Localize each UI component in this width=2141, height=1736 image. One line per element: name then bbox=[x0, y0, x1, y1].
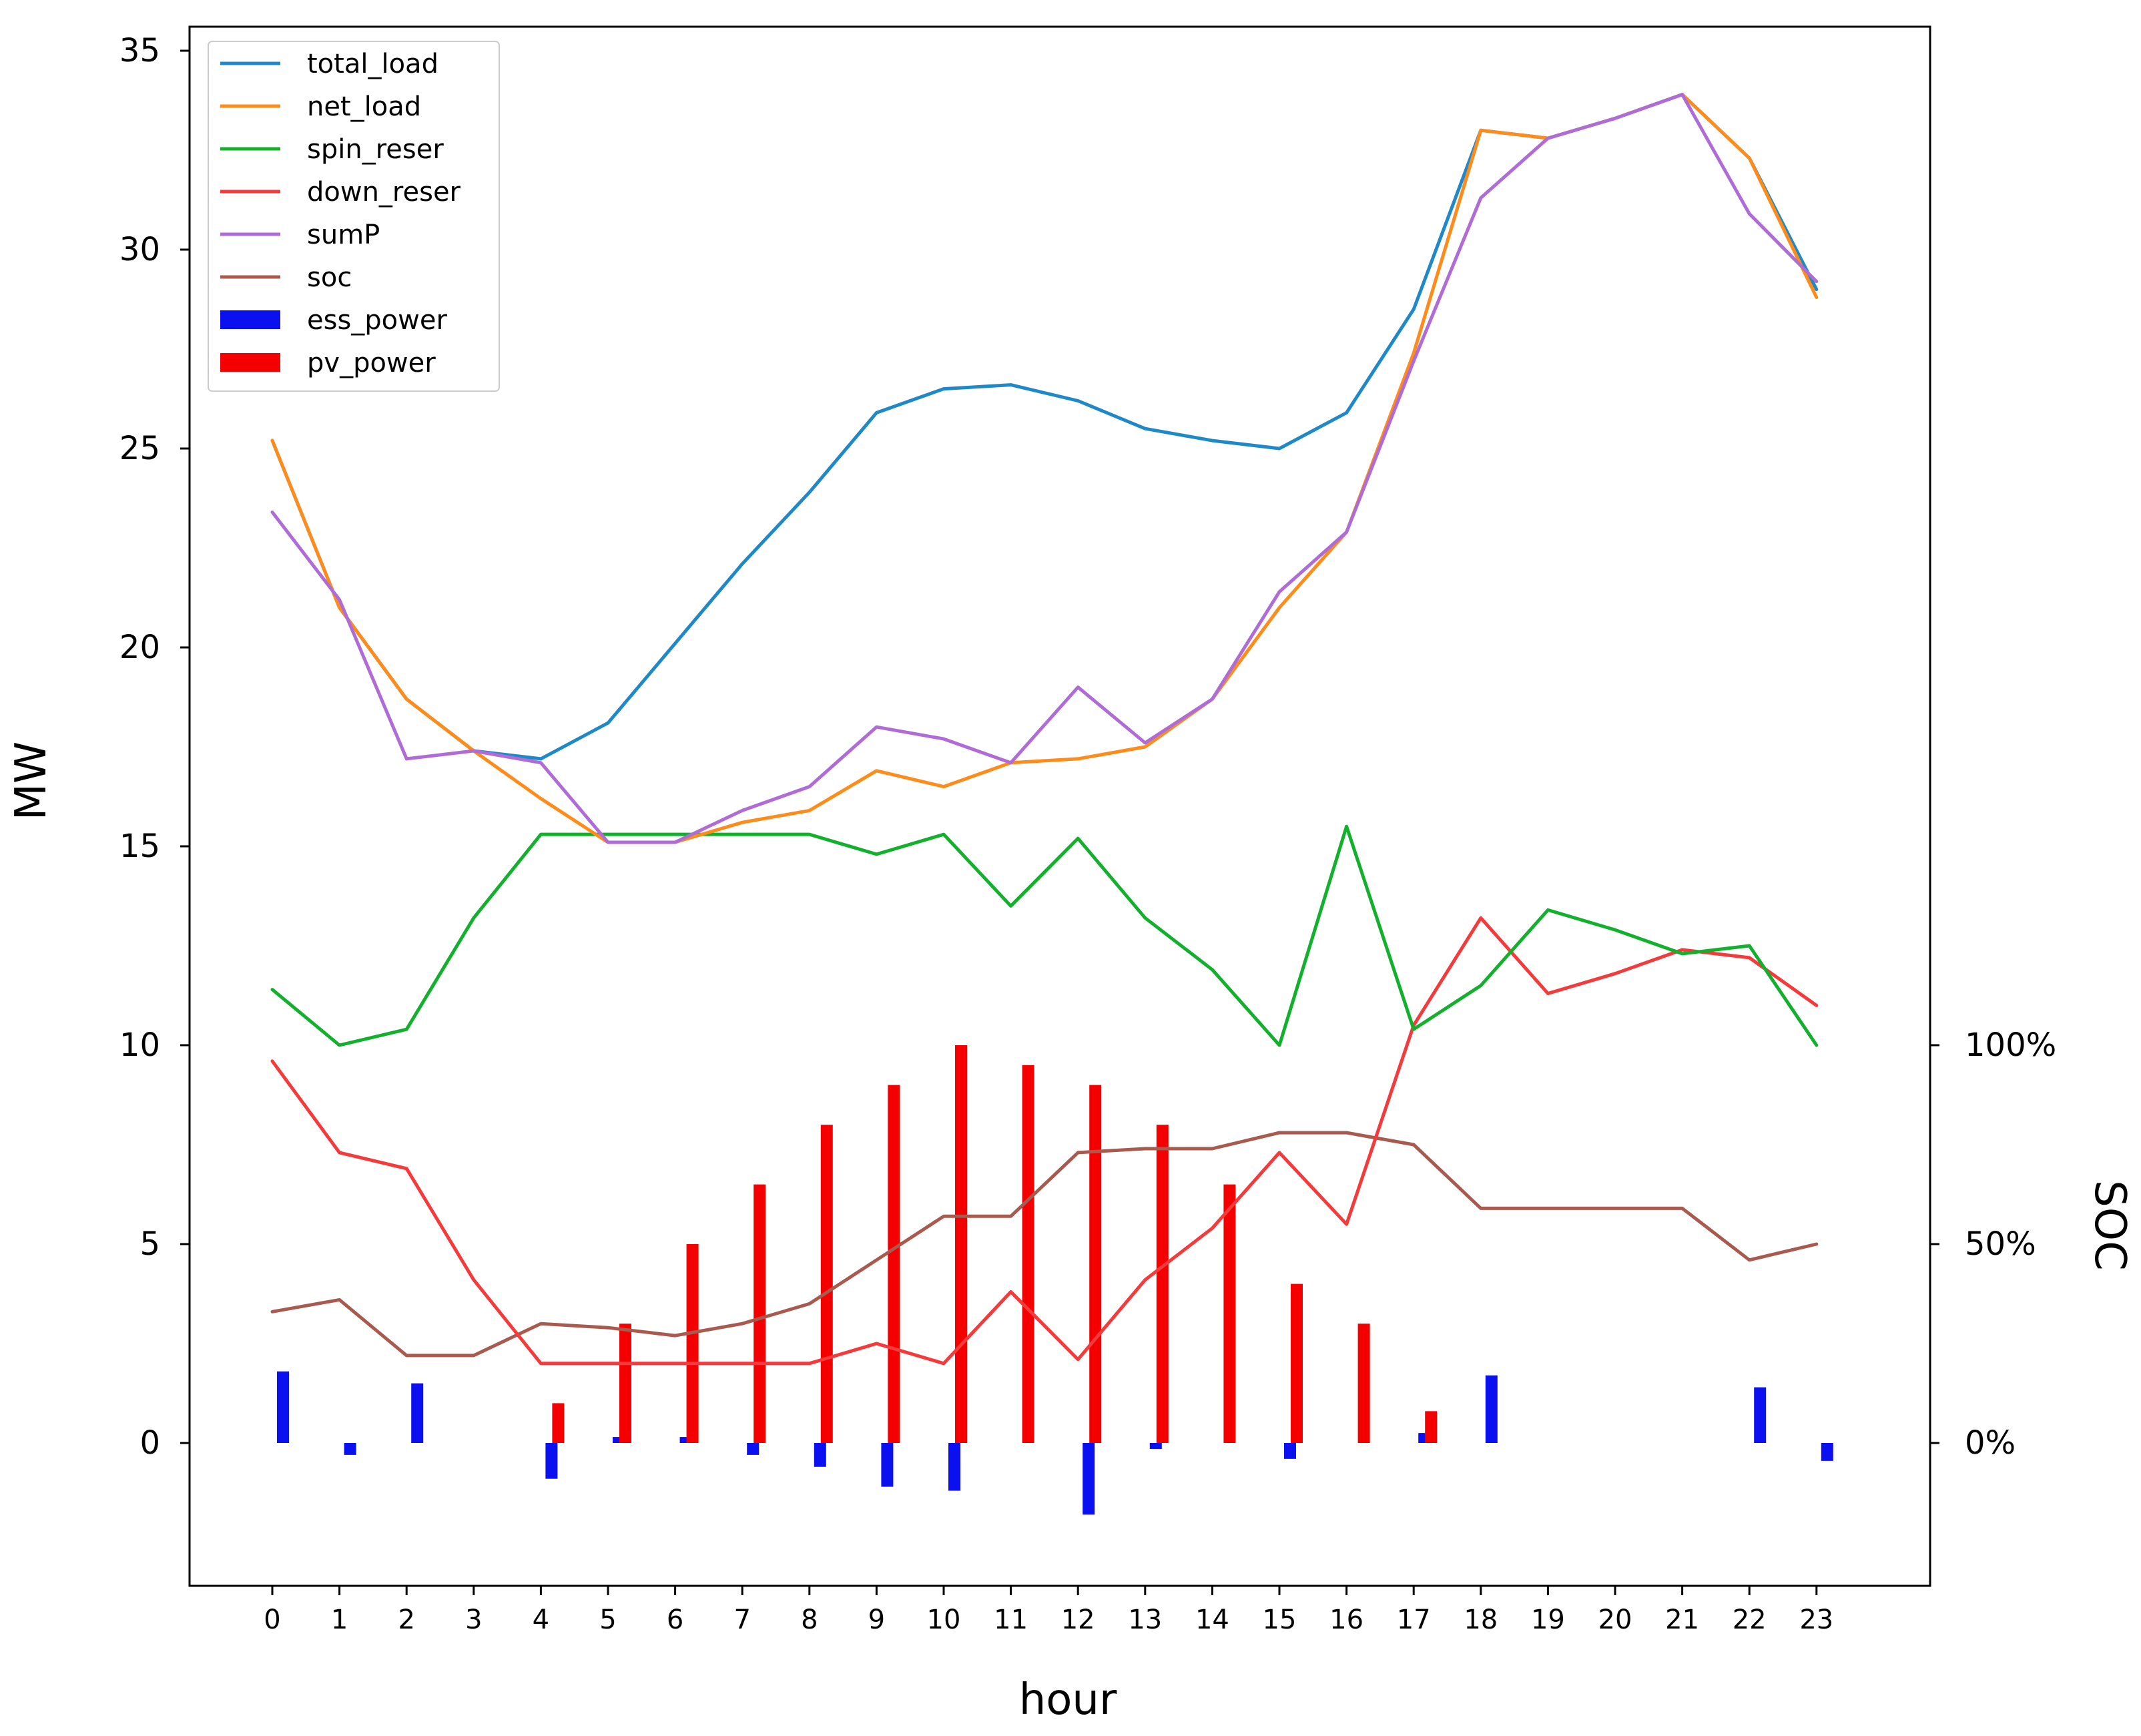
ess_power-bar bbox=[344, 1443, 356, 1455]
y2-tick-label: 100% bbox=[1965, 1027, 2056, 1064]
ess_power-bar bbox=[277, 1371, 289, 1443]
pv_power-bar bbox=[552, 1403, 565, 1443]
ess_power-bar bbox=[881, 1443, 894, 1487]
x-tick-label: 23 bbox=[1799, 1605, 1833, 1635]
sumP-line bbox=[270, 93, 1819, 844]
ess_power-bar bbox=[814, 1443, 826, 1467]
x-axis-ticks: 0 1 2 3 4 5 6 7 8 9 10 11 12 13 14 15 16 17 18 19 20 21 22 23 bbox=[264, 1586, 1833, 1635]
y2-tick-label: 50% bbox=[1965, 1225, 2036, 1263]
soc-legend-label: soc bbox=[307, 262, 352, 293]
net_load-legend-label: net_load bbox=[307, 91, 421, 122]
ess_power-bar bbox=[747, 1443, 759, 1455]
ess_power-bar bbox=[679, 1437, 692, 1443]
y-axis-ticks: 0 5 10 15 20 25 30 35 bbox=[119, 32, 190, 1462]
pv_power-bar bbox=[686, 1244, 699, 1443]
x-tick-label: 9 bbox=[868, 1605, 885, 1635]
x-tick-label: 13 bbox=[1128, 1605, 1162, 1635]
y2-axis-label: SOC bbox=[2085, 1180, 2134, 1271]
total_load-legend-label: total_load bbox=[307, 49, 438, 79]
pv_power-bar bbox=[1089, 1085, 1102, 1443]
x-tick-label: 5 bbox=[599, 1605, 616, 1635]
x-tick-label: 19 bbox=[1531, 1605, 1565, 1635]
pv_power-legend-label: pv_power bbox=[307, 348, 436, 378]
x-tick-label: 1 bbox=[331, 1605, 348, 1635]
ess_power-bar bbox=[1284, 1443, 1296, 1459]
ess_power-bar bbox=[1821, 1443, 1833, 1461]
y-tick-label: 20 bbox=[119, 629, 160, 666]
x-tick-label: 22 bbox=[1733, 1605, 1767, 1635]
pv_power-bar bbox=[1223, 1184, 1236, 1443]
y-tick-label: 0 bbox=[139, 1424, 160, 1462]
down_reser-line bbox=[270, 916, 1819, 1366]
x-tick-label: 4 bbox=[533, 1605, 549, 1635]
x-tick-label: 0 bbox=[264, 1605, 280, 1635]
x-tick-label: 16 bbox=[1329, 1605, 1363, 1635]
ess_power-legend-label: ess_power bbox=[307, 305, 447, 336]
pv_power-bar bbox=[888, 1085, 900, 1443]
pv_power-bar bbox=[1156, 1125, 1169, 1443]
pv_power-bar bbox=[753, 1184, 766, 1443]
x-tick-label: 20 bbox=[1598, 1605, 1632, 1635]
legend: total_load net_load spin_reser down_resersu… bbox=[208, 41, 500, 392]
pv_power-legend-swatch bbox=[220, 353, 280, 372]
x-tick-label: 12 bbox=[1061, 1605, 1095, 1635]
x-tick-label: 15 bbox=[1263, 1605, 1297, 1635]
soc-line bbox=[270, 1131, 1819, 1358]
plot-frame bbox=[188, 25, 1931, 1587]
x-tick-label: 17 bbox=[1397, 1605, 1431, 1635]
ess_power-bar bbox=[545, 1443, 558, 1479]
pv_power-bar bbox=[820, 1125, 833, 1443]
x-axis-label: hour bbox=[1019, 1675, 1117, 1725]
y-tick-label: 25 bbox=[119, 430, 160, 467]
x-tick-label: 21 bbox=[1665, 1605, 1699, 1635]
spin_reser-line bbox=[270, 824, 1819, 1047]
ess_power-bar bbox=[1149, 1443, 1162, 1449]
x-tick-label: 7 bbox=[733, 1605, 750, 1635]
x-tick-label: 18 bbox=[1464, 1605, 1498, 1635]
ess_power-bar bbox=[1083, 1443, 1095, 1515]
lines-layer bbox=[270, 93, 1819, 1366]
x-tick-label: 2 bbox=[398, 1605, 414, 1635]
pv_power-bar bbox=[1022, 1065, 1034, 1443]
ess_power-bar bbox=[948, 1443, 960, 1491]
y-tick-label: 10 bbox=[119, 1027, 160, 1064]
x-tick-label: 14 bbox=[1195, 1605, 1229, 1635]
bars-layer bbox=[277, 1045, 1833, 1515]
ess_power-bar bbox=[1485, 1375, 1498, 1443]
y2-tick-label: 0% bbox=[1965, 1424, 2016, 1462]
down_reser-legend-label: down_reser bbox=[307, 177, 461, 208]
pv_power-bar bbox=[1357, 1324, 1370, 1443]
x-tick-label: 3 bbox=[465, 1605, 482, 1635]
y-axis-label: MW bbox=[7, 742, 56, 821]
x-tick-label: 6 bbox=[667, 1605, 683, 1635]
y-tick-label: 15 bbox=[119, 828, 160, 865]
pv_power-bar bbox=[955, 1045, 967, 1443]
y-tick-label: 5 bbox=[139, 1225, 160, 1263]
y-tick-label: 30 bbox=[119, 231, 160, 268]
legend-frame bbox=[208, 41, 500, 392]
ess_power-bar bbox=[411, 1383, 424, 1443]
ess_power-bar bbox=[1754, 1387, 1767, 1443]
y-tick-label: 35 bbox=[119, 32, 160, 69]
ess_power-bar bbox=[613, 1437, 625, 1443]
y2-axis-ticks: 0% 50% 100% bbox=[1930, 1027, 2056, 1462]
sumP-legend-label: sumP bbox=[307, 220, 380, 250]
x-tick-label: 8 bbox=[801, 1605, 818, 1635]
pv_power-bar bbox=[619, 1324, 631, 1443]
ess_power-legend-swatch bbox=[220, 310, 280, 329]
x-tick-label: 11 bbox=[994, 1605, 1028, 1635]
pv_power-bar bbox=[1425, 1411, 1438, 1443]
pv_power-bar bbox=[1291, 1283, 1303, 1443]
x-tick-label: 10 bbox=[927, 1605, 961, 1635]
spin_reser-legend-label: spin_reser bbox=[307, 134, 444, 165]
